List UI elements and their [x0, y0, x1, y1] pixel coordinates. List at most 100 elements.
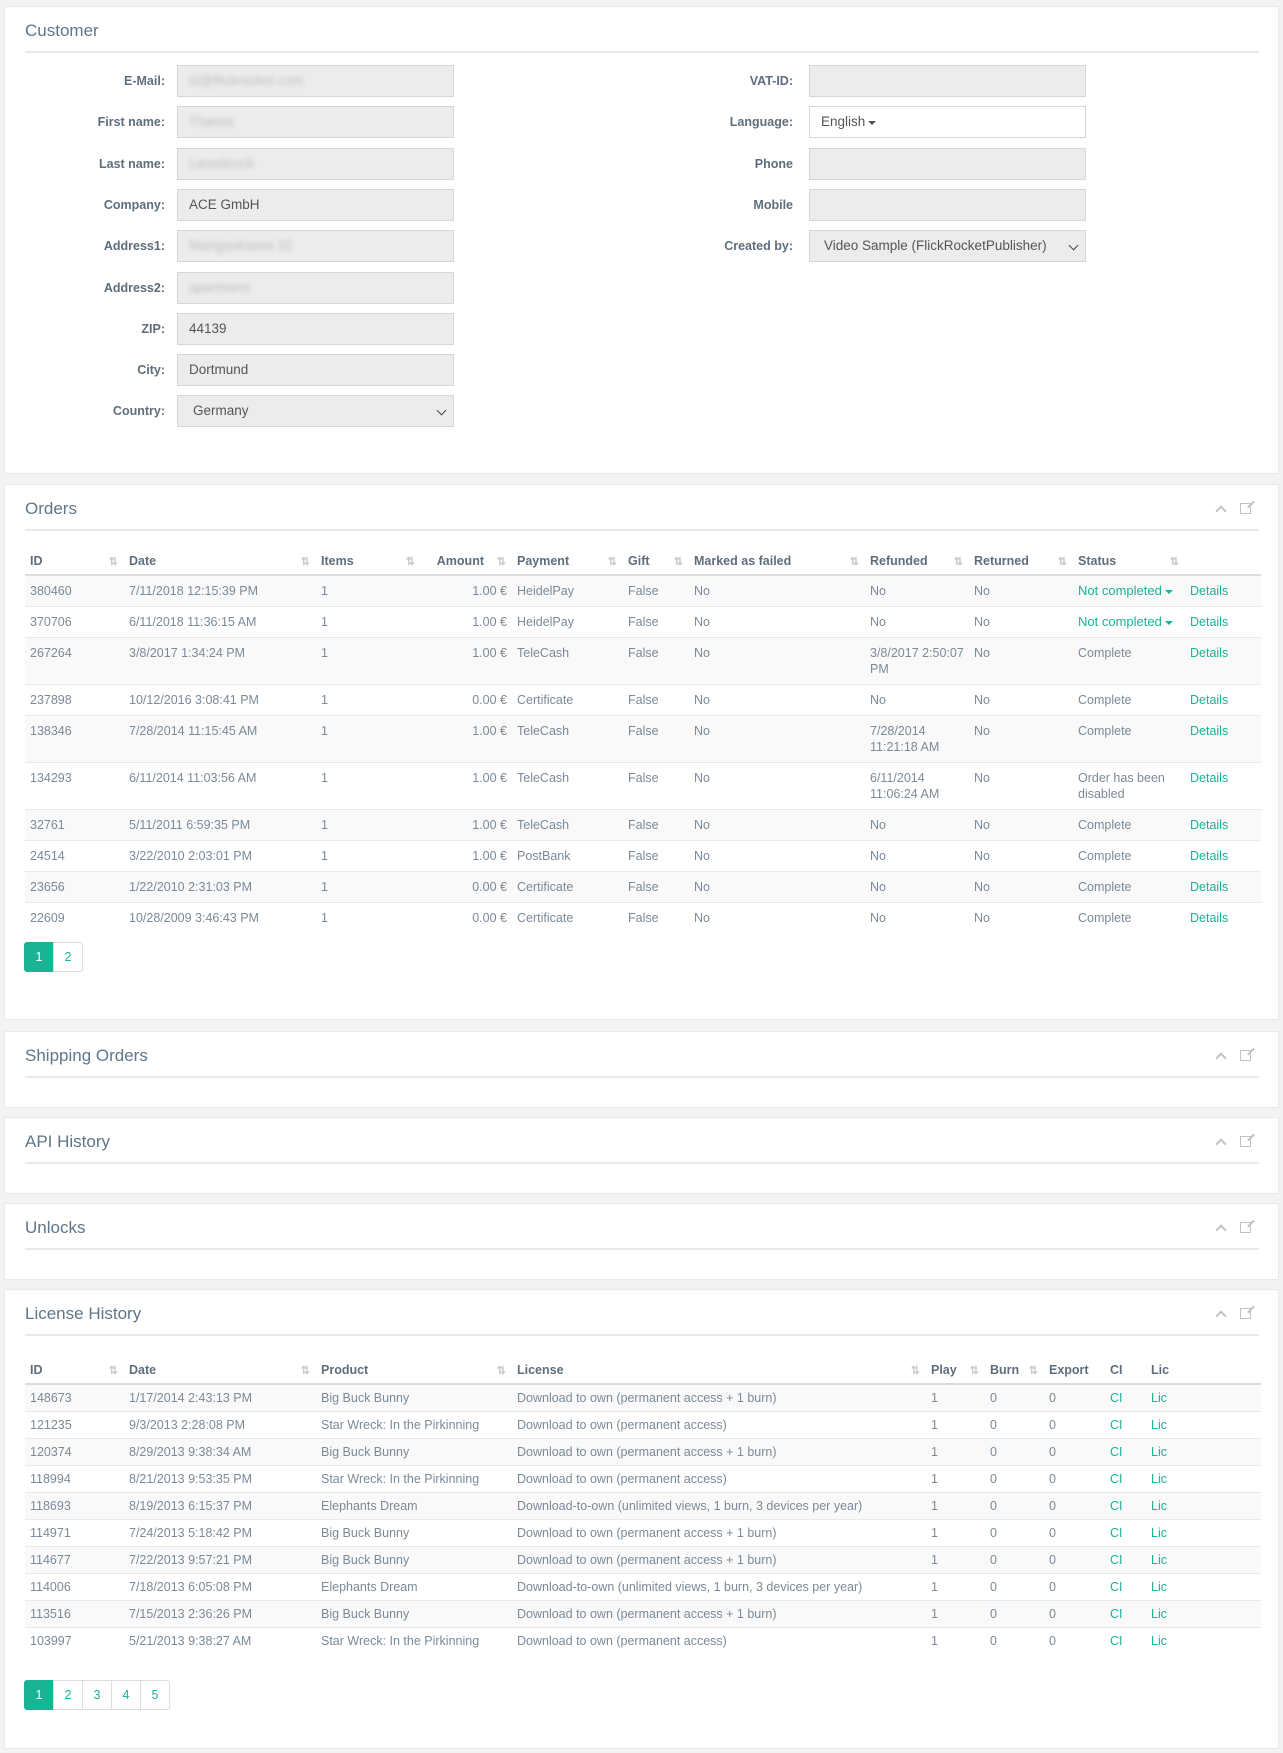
lic-link[interactable]: Lic [1146, 1465, 1261, 1493]
edit-icon[interactable] [1238, 1048, 1252, 1062]
column-header[interactable]: Refunded ⇅ [865, 547, 969, 576]
cell-status[interactable]: Not completed [1073, 606, 1185, 638]
details-link[interactable]: Details [1185, 762, 1261, 810]
ci-link[interactable]: CI [1105, 1438, 1146, 1466]
customer-panel: Customer E-Mail: t3@flickrocket.com First … [4, 6, 1279, 474]
column-header[interactable]: Date ⇅ [124, 547, 316, 576]
sort-icon[interactable]: ⇅ [300, 1365, 310, 1377]
lic-link[interactable]: Lic [1146, 1383, 1261, 1412]
lic-link[interactable]: Lic [1146, 1492, 1261, 1520]
column-header[interactable]: Items ⇅ [316, 547, 421, 576]
column-header[interactable]: Gift ⇅ [623, 547, 689, 576]
sort-icon[interactable]: ⇅ [496, 1365, 506, 1377]
sort-icon[interactable]: ⇅ [1028, 1365, 1038, 1377]
lic-link[interactable]: Lic [1146, 1546, 1261, 1574]
column-header[interactable]: Marked as failed ⇅ [689, 547, 865, 576]
ci-link[interactable]: CI [1105, 1519, 1146, 1547]
sort-icon[interactable]: ⇅ [673, 556, 683, 568]
page-button-1[interactable]: 1 [24, 942, 54, 972]
ci-link[interactable]: CI [1105, 1465, 1146, 1493]
ci-link[interactable]: CI [1105, 1411, 1146, 1439]
details-link[interactable]: Details [1185, 902, 1261, 933]
lic-link[interactable]: Lic [1146, 1519, 1261, 1547]
page-button-3[interactable]: 3 [82, 1680, 112, 1710]
sort-icon[interactable]: ⇅ [849, 556, 859, 568]
page-button-4[interactable]: 4 [111, 1680, 141, 1710]
sort-icon[interactable]: ⇅ [607, 556, 617, 568]
column-header[interactable]: Payment ⇅ [512, 547, 623, 576]
column-header[interactable]: Returned ⇅ [969, 547, 1073, 576]
customer-field-right-0[interactable] [809, 65, 1086, 97]
edit-icon[interactable] [1238, 501, 1252, 515]
customer-field-5[interactable]: apartment [177, 271, 454, 304]
lic-link[interactable]: Lic [1146, 1627, 1261, 1654]
ci-link[interactable]: CI [1105, 1600, 1146, 1628]
sort-icon[interactable]: ⇅ [953, 556, 963, 568]
details-link[interactable]: Details [1185, 809, 1261, 841]
ci-link[interactable]: CI [1105, 1383, 1146, 1412]
page-button-5[interactable]: 5 [140, 1680, 170, 1710]
customer-field-6[interactable]: 44139 [177, 312, 454, 345]
sort-icon[interactable]: ⇅ [969, 1365, 979, 1377]
customer-field-2[interactable]: Liesebrock [177, 147, 454, 180]
customer-field-right-1[interactable]: English [809, 106, 1086, 139]
sort-icon[interactable]: ⇅ [405, 556, 415, 568]
column-header[interactable]: License ⇅ [512, 1356, 926, 1385]
edit-icon[interactable] [1238, 1220, 1252, 1234]
customer-field-7[interactable]: Dortmund [177, 354, 454, 387]
sort-icon[interactable]: ⇅ [108, 1365, 118, 1377]
details-link[interactable]: Details [1185, 637, 1261, 685]
sort-icon[interactable]: ⇅ [1057, 556, 1067, 568]
column-header[interactable]: Product ⇅ [316, 1356, 512, 1385]
column-header[interactable]: Play ⇅ [926, 1356, 985, 1385]
customer-field-8[interactable]: Germany [177, 395, 454, 428]
column-header[interactable]: Amount ⇅ [421, 547, 512, 576]
customer-field-0[interactable]: t3@flickrocket.com [177, 65, 454, 97]
status-dropdown[interactable]: Not completed [1078, 583, 1173, 598]
collapse-icon[interactable] [1214, 1048, 1228, 1064]
cell-id: 134293 [25, 762, 124, 810]
customer-field-3[interactable]: ACE GmbH [177, 188, 454, 221]
status-dropdown[interactable]: Not completed [1078, 614, 1173, 629]
lic-link[interactable]: Lic [1146, 1411, 1261, 1439]
sort-icon[interactable]: ⇅ [1169, 556, 1179, 568]
customer-field-right-2[interactable] [809, 147, 1086, 180]
column-header[interactable]: Burn ⇅ [985, 1356, 1044, 1385]
collapse-icon[interactable] [1214, 1220, 1228, 1236]
column-header[interactable]: ID ⇅ [25, 547, 124, 576]
customer-field-right-4[interactable]: Video Sample (FlickRocketPublisher) [809, 230, 1086, 263]
customer-field-right-3[interactable] [809, 188, 1086, 221]
collapse-icon[interactable] [1214, 501, 1228, 517]
collapse-icon[interactable] [1214, 1306, 1228, 1322]
sort-icon[interactable]: ⇅ [108, 556, 118, 568]
column-header[interactable]: ID ⇅ [25, 1356, 124, 1385]
details-link[interactable]: Details [1185, 715, 1261, 763]
details-link[interactable]: Details [1185, 574, 1261, 607]
column-header[interactable]: Date ⇅ [124, 1356, 316, 1385]
cell-id: 370706 [25, 606, 124, 638]
details-link[interactable]: Details [1185, 684, 1261, 716]
ci-link[interactable]: CI [1105, 1627, 1146, 1654]
collapse-icon[interactable] [1214, 1134, 1228, 1150]
sort-icon[interactable]: ⇅ [496, 556, 506, 568]
sort-icon[interactable]: ⇅ [300, 556, 310, 568]
details-link[interactable]: Details [1185, 840, 1261, 872]
page-button-2[interactable]: 2 [53, 942, 83, 972]
column-header[interactable]: Status ⇅ [1073, 547, 1185, 576]
details-link[interactable]: Details [1185, 871, 1261, 903]
ci-link[interactable]: CI [1105, 1492, 1146, 1520]
customer-field-4[interactable]: Martgsstrasse 32 [177, 230, 454, 263]
lic-link[interactable]: Lic [1146, 1438, 1261, 1466]
cell-status[interactable]: Not completed [1073, 574, 1185, 607]
ci-link[interactable]: CI [1105, 1546, 1146, 1574]
lic-link[interactable]: Lic [1146, 1573, 1261, 1601]
sort-icon[interactable]: ⇅ [910, 1365, 920, 1377]
edit-icon[interactable] [1238, 1134, 1252, 1148]
ci-link[interactable]: CI [1105, 1573, 1146, 1601]
details-link[interactable]: Details [1185, 606, 1261, 638]
edit-icon[interactable] [1238, 1306, 1252, 1320]
page-button-1[interactable]: 1 [24, 1680, 54, 1710]
lic-link[interactable]: Lic [1146, 1600, 1261, 1628]
customer-field-1[interactable]: Thanos [177, 106, 454, 139]
page-button-2[interactable]: 2 [53, 1680, 83, 1710]
